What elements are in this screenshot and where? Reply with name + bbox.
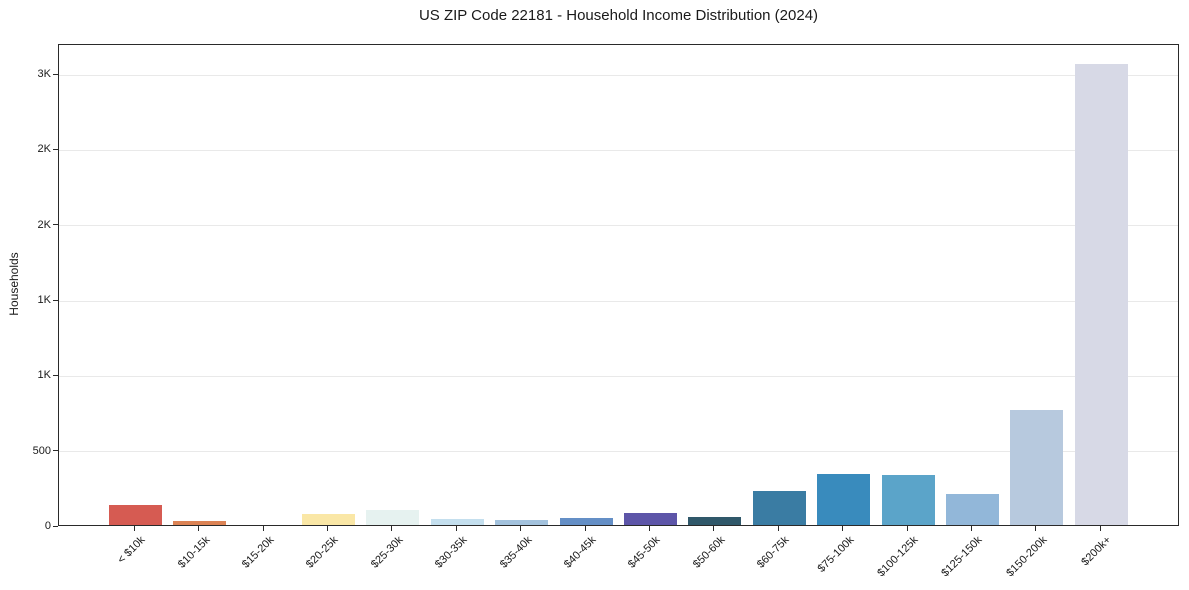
x-tick-mark	[777, 526, 779, 531]
x-tick-mark	[713, 526, 715, 531]
x-tick-mark	[262, 526, 264, 531]
x-tick-mark	[455, 526, 457, 531]
plot-area	[58, 44, 1179, 526]
chart-title: US ZIP Code 22181 - Household Income Dis…	[418, 7, 819, 24]
y-tick-label: 2K	[37, 143, 51, 156]
x-tick-mark	[326, 526, 328, 531]
y-tick-label: 0	[44, 520, 51, 532]
y-tick-mark	[53, 73, 58, 75]
x-tick-mark	[970, 526, 972, 531]
x-tick-mark	[906, 526, 908, 531]
gridline	[59, 451, 1178, 453]
y-tick-mark	[53, 525, 58, 527]
x-tick-mark	[842, 526, 844, 531]
bar-20-25k	[301, 514, 355, 525]
bar-60-75k	[752, 490, 806, 525]
x-tick-mark	[1035, 526, 1037, 531]
y-tick-mark	[53, 299, 58, 301]
bar-35-40k	[495, 519, 549, 525]
y-tick-label: 2K	[37, 218, 51, 231]
bar-45-50k	[623, 512, 677, 525]
x-tick-mark	[198, 526, 200, 531]
x-tick-mark	[520, 526, 522, 531]
bar-125-150k	[945, 494, 999, 525]
x-tick-mark	[1099, 526, 1101, 531]
bar-30-35k	[430, 518, 484, 525]
gridline	[59, 225, 1178, 227]
y-tick-mark	[53, 148, 58, 150]
bar-75-100k	[817, 473, 871, 525]
x-tick-mark	[648, 526, 650, 531]
bar-40-45k	[559, 518, 613, 525]
y-tick-mark	[53, 224, 58, 226]
gridline	[59, 375, 1178, 377]
y-tick-mark	[53, 450, 58, 452]
y-tick-mark	[53, 374, 58, 376]
x-tick-mark	[133, 526, 135, 531]
y-tick-label: 1K	[37, 369, 51, 382]
gridline	[59, 149, 1178, 151]
bar-100-125k	[881, 475, 935, 525]
x-tick-mark	[391, 526, 393, 531]
x-tick-label: < $10k	[115, 534, 148, 567]
y-axis-label: Households	[7, 252, 21, 316]
bar-50-60k	[688, 516, 742, 525]
bar-25-30k	[366, 509, 420, 525]
gridline	[59, 74, 1178, 76]
y-tick-label: 1K	[37, 294, 51, 307]
y-tick-label: 3K	[37, 68, 51, 81]
bar-150-200k	[1010, 409, 1064, 525]
y-tick-label: 500	[32, 444, 51, 457]
x-tick-mark	[584, 526, 586, 531]
bar-200k	[1074, 64, 1128, 525]
bar-10k	[108, 505, 162, 525]
bar-10-15k	[173, 521, 227, 525]
gridline	[59, 300, 1178, 302]
